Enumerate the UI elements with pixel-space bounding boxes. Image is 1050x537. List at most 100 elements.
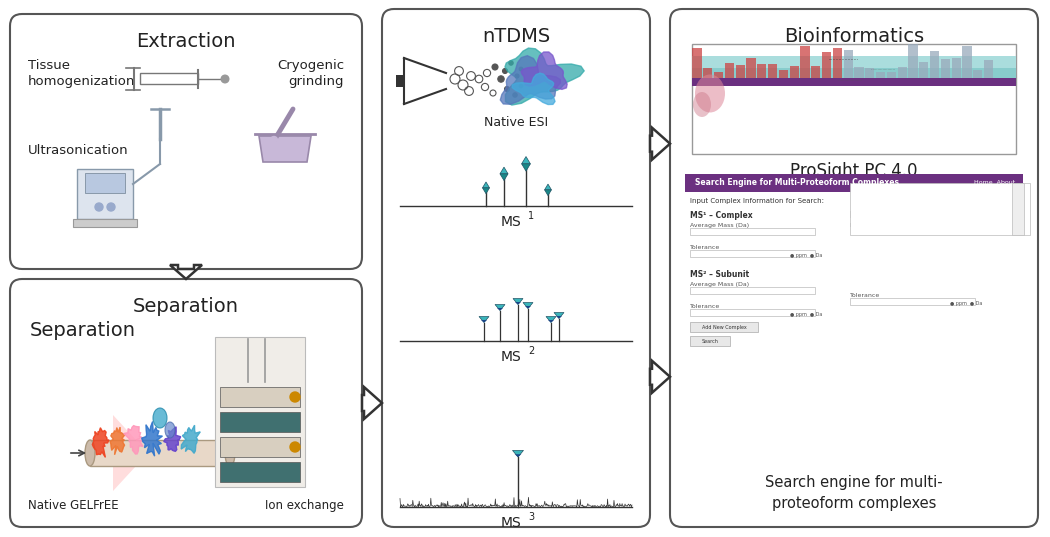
Polygon shape [124,426,143,454]
FancyBboxPatch shape [215,337,304,487]
Text: Average Mass (Da): Average Mass (Da) [690,223,749,228]
FancyBboxPatch shape [140,74,198,84]
Polygon shape [482,182,489,188]
FancyBboxPatch shape [692,67,1016,86]
Text: ● ppm  ● Da: ● ppm ● Da [790,253,822,258]
Text: MS: MS [501,516,522,530]
FancyBboxPatch shape [690,287,815,294]
Text: ● ppm  ● Da: ● ppm ● Da [950,301,983,306]
Polygon shape [497,308,503,310]
Circle shape [290,392,300,402]
Polygon shape [182,425,201,453]
Polygon shape [512,73,555,105]
Polygon shape [514,302,521,304]
Circle shape [94,203,103,211]
Text: MS³ – Fragment Ions: MS³ – Fragment Ions [850,211,938,220]
FancyBboxPatch shape [77,169,133,219]
Polygon shape [495,304,505,310]
Bar [973,70,983,78]
Bar [704,68,712,78]
Ellipse shape [695,75,724,112]
Text: Ion exchange: Ion exchange [265,499,344,512]
Polygon shape [554,313,564,318]
Circle shape [519,84,523,88]
Bar [898,68,907,78]
Polygon shape [113,415,148,491]
Polygon shape [482,188,489,194]
Text: Search Engine for Multi-Proteoform Complexes: Search Engine for Multi-Proteoform Compl… [695,178,899,187]
Circle shape [519,67,523,71]
Bar [984,60,993,78]
Circle shape [514,74,519,78]
Text: Search engine for multi-
proteoform complexes: Search engine for multi- proteoform comp… [765,475,943,511]
Circle shape [512,93,518,97]
Polygon shape [500,167,508,174]
FancyBboxPatch shape [10,14,362,269]
Bar [747,58,756,78]
Ellipse shape [693,92,711,117]
Text: 2: 2 [528,345,534,355]
Bar [768,64,777,78]
FancyBboxPatch shape [90,440,230,466]
FancyBboxPatch shape [692,56,1016,68]
FancyBboxPatch shape [85,173,125,193]
Polygon shape [650,361,670,393]
Circle shape [107,203,116,211]
FancyBboxPatch shape [692,78,1016,86]
Polygon shape [545,184,551,190]
Polygon shape [142,422,163,456]
Bar [800,46,810,78]
Bar [919,62,928,78]
Text: Tissue
homogenization: Tissue homogenization [28,59,135,88]
Polygon shape [546,316,556,323]
Polygon shape [500,56,561,104]
FancyBboxPatch shape [220,387,300,407]
Text: Extraction: Extraction [136,32,236,51]
FancyBboxPatch shape [690,336,730,346]
FancyBboxPatch shape [74,219,136,227]
Bar [833,48,842,78]
Text: Native ESI: Native ESI [484,116,548,129]
FancyBboxPatch shape [692,44,1016,154]
Polygon shape [481,320,487,323]
FancyBboxPatch shape [10,279,362,527]
Bar [941,60,950,78]
Text: Separation: Separation [30,321,136,340]
Ellipse shape [225,440,235,466]
Bar [887,72,896,78]
Polygon shape [513,299,523,304]
Text: Home  About: Home About [973,180,1015,185]
Bar [822,52,832,78]
Bar [876,72,885,78]
Circle shape [271,136,277,143]
FancyBboxPatch shape [1012,183,1024,235]
FancyBboxPatch shape [850,298,975,305]
Polygon shape [505,48,584,105]
Polygon shape [500,174,508,180]
Text: Ultrasonication: Ultrasonication [28,144,128,157]
Circle shape [504,86,509,91]
Bar [855,67,863,78]
Ellipse shape [165,422,175,438]
Bar [930,51,939,78]
Bar [724,63,734,78]
Bar [692,48,701,78]
Text: MS¹ – Complex: MS¹ – Complex [690,211,753,220]
Polygon shape [259,136,311,162]
FancyBboxPatch shape [690,250,815,257]
Text: ····················: ···················· [870,68,896,72]
Circle shape [290,442,300,452]
Text: Native GELFrEE: Native GELFrEE [28,499,119,512]
Polygon shape [479,316,489,323]
Text: Separation: Separation [133,297,239,316]
FancyBboxPatch shape [850,183,1030,235]
FancyBboxPatch shape [382,9,650,527]
FancyBboxPatch shape [685,173,1023,192]
Text: MS: MS [501,215,522,229]
Bar [812,66,820,78]
Circle shape [503,69,507,74]
Polygon shape [650,128,670,159]
Bar [843,49,853,78]
Text: ProSight PC 4.0: ProSight PC 4.0 [791,162,918,180]
Text: Cryogenic
grinding: Cryogenic grinding [277,59,344,88]
